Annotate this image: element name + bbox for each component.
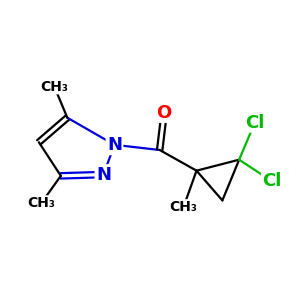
- Text: N: N: [107, 136, 122, 154]
- Text: CH₃: CH₃: [40, 80, 68, 94]
- Text: Cl: Cl: [245, 114, 264, 132]
- Text: CH₃: CH₃: [170, 200, 197, 214]
- Text: Cl: Cl: [262, 172, 281, 190]
- Text: N: N: [96, 166, 111, 184]
- Text: CH₃: CH₃: [28, 196, 56, 210]
- Text: O: O: [157, 103, 172, 122]
